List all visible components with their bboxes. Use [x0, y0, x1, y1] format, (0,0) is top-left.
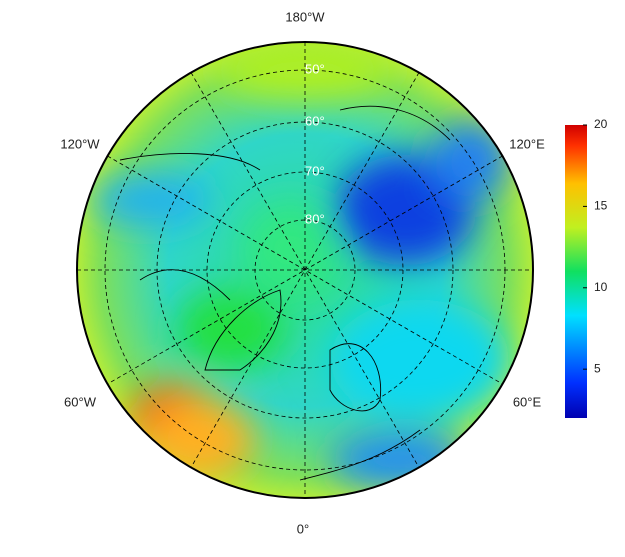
colorbar-tick-label: 5 [594, 361, 601, 375]
colorbar [565, 125, 587, 418]
latitude-label: 60° [305, 113, 325, 128]
longitude-label: 60°E [513, 394, 542, 409]
longitude-label: 60°W [64, 394, 97, 409]
longitude-label: 180°W [285, 9, 325, 24]
latitude-label: 80° [305, 211, 325, 226]
colorbar-tick-label: 20 [594, 117, 608, 131]
latitude-label: 70° [305, 163, 325, 178]
colorbar-tick-label: 10 [594, 280, 608, 294]
latitude-label: 50° [305, 61, 325, 76]
colorbar-tick-label: 15 [594, 199, 608, 213]
longitude-label: 0° [297, 521, 309, 536]
graticule [77, 42, 533, 498]
longitude-label: 120°E [509, 136, 545, 151]
longitude-label: 120°W [60, 136, 100, 151]
map-boundary [76, 41, 534, 499]
